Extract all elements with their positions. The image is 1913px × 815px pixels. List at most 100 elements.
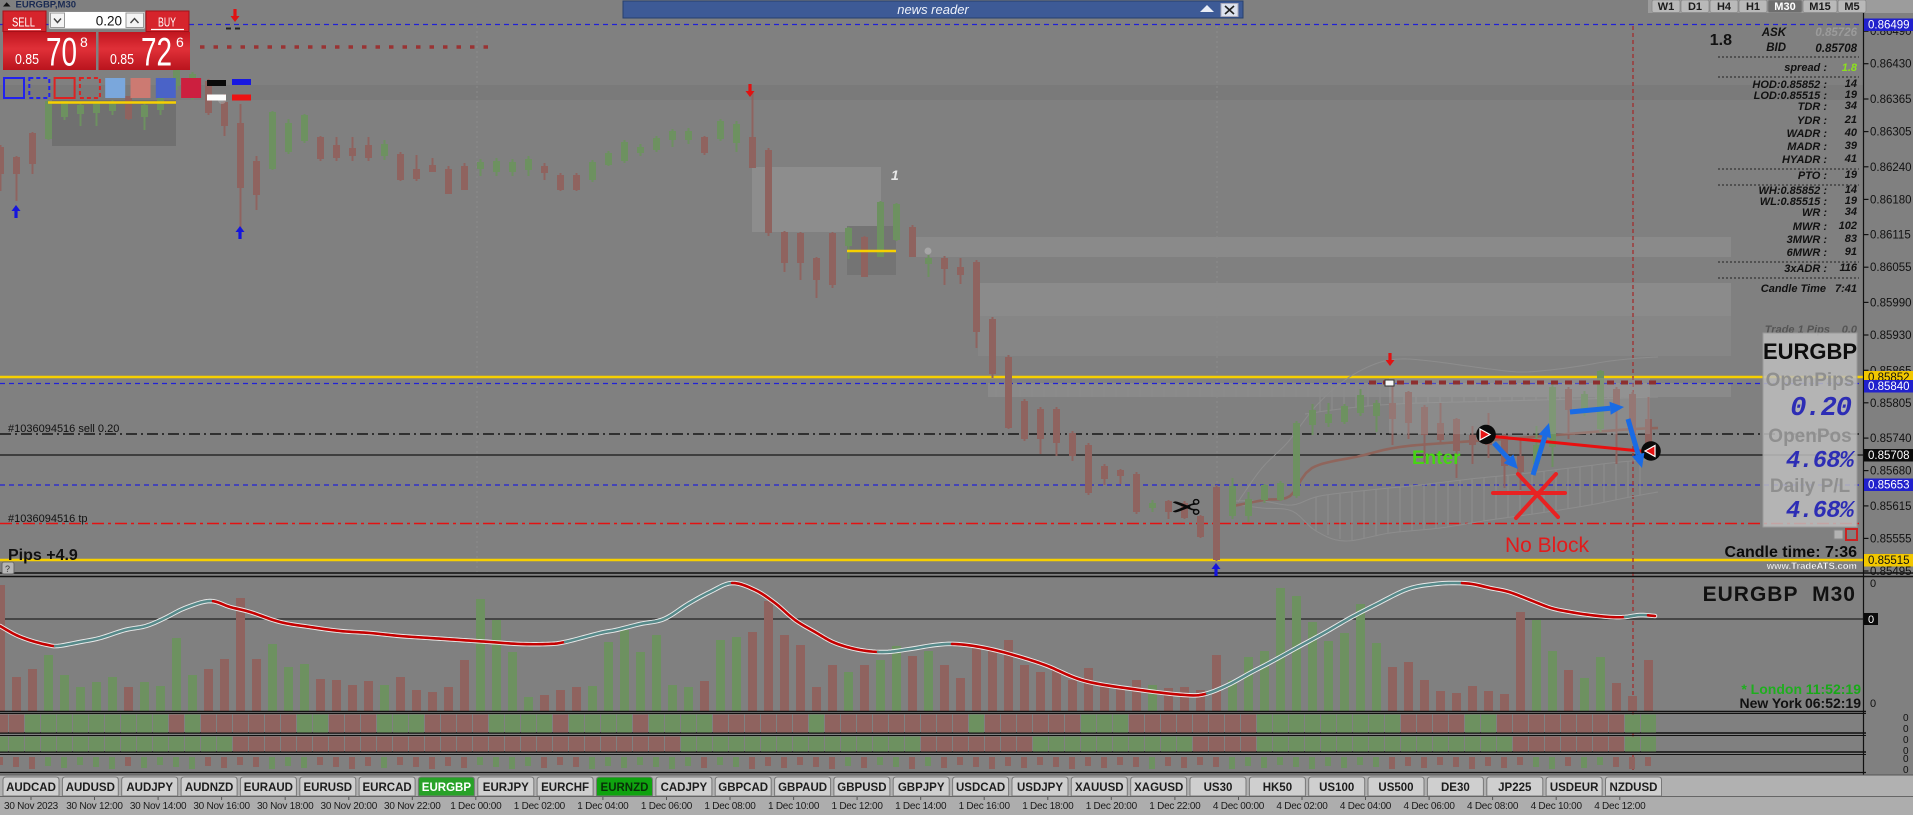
svg-text:HK50: HK50 [1263, 782, 1292, 794]
svg-text:0.85840: 0.85840 [1868, 381, 1910, 393]
svg-text:* London: * London [1741, 681, 1802, 697]
svg-text:MWR :: MWR : [1793, 221, 1828, 233]
svg-text:Pips +4.9: Pips +4.9 [8, 547, 78, 564]
svg-text:?: ? [5, 564, 10, 574]
svg-text:MADR :: MADR : [1787, 141, 1827, 153]
svg-text:30 Nov 2023: 30 Nov 2023 [4, 801, 59, 812]
svg-text:4 Dec 04:00: 4 Dec 04:00 [1340, 801, 1392, 812]
svg-text:0.85708: 0.85708 [1868, 450, 1910, 462]
svg-text:1.8: 1.8 [1710, 32, 1732, 49]
svg-text:30 Nov 12:00: 30 Nov 12:00 [66, 801, 123, 812]
svg-text:83: 83 [1845, 233, 1857, 245]
svg-text:XAGUSD: XAGUSD [1134, 782, 1183, 794]
svg-text:34: 34 [1845, 100, 1857, 112]
svg-text:1 Dec 16:00: 1 Dec 16:00 [959, 801, 1011, 812]
svg-text:W1: W1 [1658, 1, 1675, 13]
svg-text:1 Dec 00:00: 1 Dec 00:00 [450, 801, 502, 812]
svg-text:30 Nov 20:00: 30 Nov 20:00 [321, 801, 378, 812]
svg-text:4 Dec 00:00: 4 Dec 00:00 [1213, 801, 1265, 812]
svg-text:1 Dec 06:00: 1 Dec 06:00 [641, 801, 693, 812]
svg-text:6: 6 [176, 34, 184, 50]
svg-text:0: 0 [1870, 698, 1876, 710]
svg-text:1 Dec 08:00: 1 Dec 08:00 [704, 801, 756, 812]
svg-text:0.85515: 0.85515 [1868, 555, 1910, 567]
svg-text:11:52:19: 11:52:19 [1806, 681, 1861, 697]
svg-text:GBPUSD: GBPUSD [837, 782, 886, 794]
svg-text:19: 19 [1845, 195, 1858, 207]
svg-text:4.68%: 4.68% [1786, 448, 1856, 475]
svg-text:0.85680: 0.85680 [1870, 466, 1912, 478]
svg-text:1 Dec 12:00: 1 Dec 12:00 [832, 801, 884, 812]
svg-text:#1036094516 tp: #1036094516 tp [8, 513, 88, 525]
svg-text:40: 40 [1844, 127, 1858, 139]
svg-text:1 Dec 14:00: 1 Dec 14:00 [895, 801, 947, 812]
svg-text:0.86240: 0.86240 [1870, 162, 1912, 174]
svg-text:70: 70 [46, 31, 77, 75]
svg-text:4.68%: 4.68% [1786, 498, 1856, 525]
svg-text:0.85653: 0.85653 [1868, 480, 1910, 492]
svg-text:4 Dec 02:00: 4 Dec 02:00 [1276, 801, 1328, 812]
svg-text:0.85555: 0.85555 [1870, 533, 1912, 545]
svg-text:1.8: 1.8 [1842, 62, 1858, 74]
svg-text:New York: New York [1739, 695, 1802, 711]
svg-text:JP225: JP225 [1498, 782, 1532, 794]
svg-text:19: 19 [1845, 89, 1858, 101]
svg-text:EURGBP M30: EURGBP M30 [1703, 583, 1856, 606]
svg-text:3MWR :: 3MWR : [1787, 234, 1828, 246]
svg-text:AUDUSD: AUDUSD [66, 782, 115, 794]
svg-text:spread :: spread : [1784, 62, 1827, 74]
svg-text:0: 0 [1868, 614, 1874, 626]
svg-text:1: 1 [891, 167, 899, 183]
svg-text:06:52:19: 06:52:19 [1805, 695, 1861, 711]
svg-text:0.85930: 0.85930 [1870, 330, 1912, 342]
svg-text:BUY: BUY [158, 16, 176, 30]
svg-text:WR :: WR : [1802, 207, 1827, 219]
svg-text:1 Dec 10:00: 1 Dec 10:00 [768, 801, 820, 812]
svg-text:0: 0 [1903, 746, 1909, 757]
svg-text:GBPCAD: GBPCAD [718, 782, 768, 794]
svg-text:Candle time: 7:36: Candle time: 7:36 [1725, 544, 1858, 561]
svg-text:AUDNZD: AUDNZD [185, 782, 234, 794]
svg-text:30 Nov 18:00: 30 Nov 18:00 [257, 801, 314, 812]
svg-text:14: 14 [1845, 184, 1857, 196]
svg-text:DE30: DE30 [1441, 782, 1470, 794]
svg-text:1 Dec 02:00: 1 Dec 02:00 [514, 801, 566, 812]
svg-text:www.TradeATS.com: www.TradeATS.com [1766, 561, 1857, 572]
svg-text:0.85495: 0.85495 [1870, 566, 1912, 578]
svg-text:XAUUSD: XAUUSD [1075, 782, 1124, 794]
svg-text:0.86055: 0.86055 [1870, 262, 1912, 274]
svg-text:0.85805: 0.85805 [1870, 398, 1912, 410]
svg-text:OpenPips: OpenPips [1766, 370, 1855, 391]
svg-text:No Block: No Block [1505, 534, 1590, 557]
svg-text:WADR :: WADR : [1787, 128, 1828, 140]
svg-text:0.85615: 0.85615 [1870, 501, 1912, 513]
svg-text:39: 39 [1845, 140, 1858, 152]
svg-text:Candle Time: Candle Time [1761, 283, 1826, 295]
svg-text:0.20: 0.20 [1790, 394, 1852, 424]
svg-text:BID: BID [1766, 42, 1786, 54]
svg-text:0.86430: 0.86430 [1870, 59, 1912, 71]
svg-text:0: 0 [1903, 713, 1909, 724]
svg-text:0: 0 [1903, 724, 1909, 735]
svg-text:PTO :: PTO : [1798, 170, 1827, 182]
svg-text:WH:0.85852 :: WH:0.85852 : [1759, 185, 1828, 197]
svg-text:0.86180: 0.86180 [1870, 194, 1912, 206]
svg-text:AUDCAD: AUDCAD [6, 782, 56, 794]
svg-text:D1: D1 [1688, 1, 1702, 13]
svg-text:0.86499: 0.86499 [1868, 20, 1910, 32]
svg-text:EURNZD: EURNZD [601, 782, 649, 794]
svg-text:LOD:0.85515 :: LOD:0.85515 : [1754, 90, 1828, 102]
svg-text:0.85740: 0.85740 [1870, 433, 1912, 445]
svg-text:EURGBP: EURGBP [1763, 339, 1857, 364]
svg-text:0.20: 0.20 [96, 14, 122, 29]
svg-text:0: 0 [1903, 754, 1909, 765]
svg-text:7:41: 7:41 [1835, 283, 1857, 295]
svg-text:41: 41 [1844, 153, 1857, 165]
svg-text:TDR :: TDR : [1798, 101, 1828, 113]
svg-text:34: 34 [1845, 206, 1857, 218]
svg-text:H4: H4 [1717, 1, 1732, 13]
svg-text:EURJPY: EURJPY [483, 782, 529, 794]
svg-text:M30: M30 [1774, 1, 1795, 13]
svg-text:news reader: news reader [897, 2, 969, 17]
svg-text:WL:0.85515 :: WL:0.85515 : [1760, 196, 1828, 208]
